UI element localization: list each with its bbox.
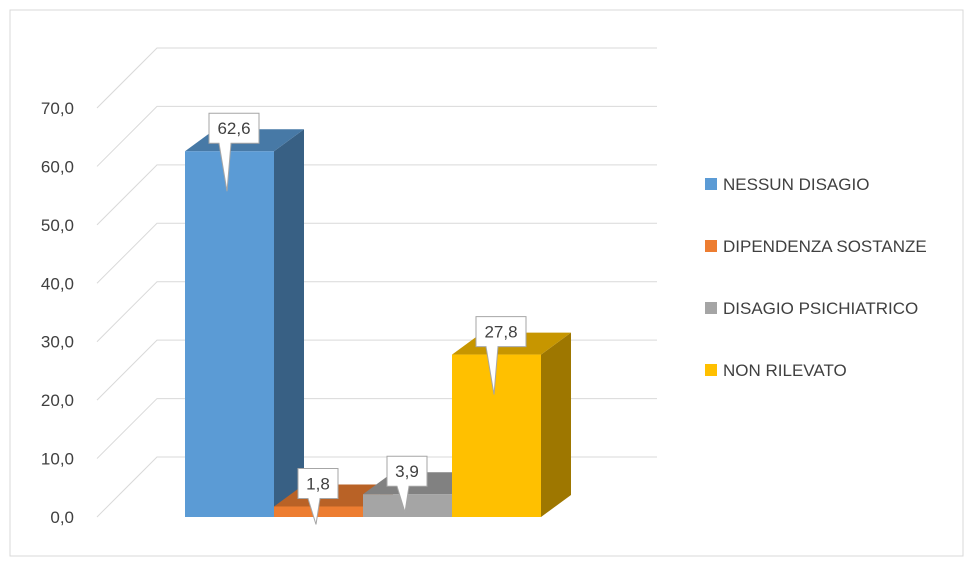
legend-entry: NESSUN DISAGIO	[705, 175, 869, 194]
data-label-callout	[386, 455, 428, 513]
y-tick-label: 0,0	[50, 508, 74, 527]
legend-swatch	[705, 364, 717, 376]
bar-side	[541, 332, 571, 517]
y-tick-label: 40,0	[41, 274, 74, 293]
y-tick-label: 60,0	[41, 157, 74, 176]
legend-entry: DISAGIO PSICHIATRICO	[705, 299, 918, 318]
y-tick-label: 30,0	[41, 333, 74, 352]
legend-swatch	[705, 302, 717, 314]
legend-entry: NON RILEVATO	[705, 361, 847, 380]
data-label-text: 27,8	[484, 323, 517, 342]
y-tick-label: 10,0	[41, 450, 74, 469]
gridline	[96, 164, 657, 226]
legend-label: DISAGIO PSICHIATRICO	[723, 299, 918, 318]
y-tick-label: 50,0	[41, 216, 74, 235]
legend: NESSUN DISAGIO DIPENDENZA SOSTANZE DISAGIO…	[705, 175, 927, 380]
y-tick-label: 20,0	[41, 391, 74, 410]
data-label-callout	[208, 112, 260, 192]
gridline	[96, 47, 657, 109]
data-label: 27,8	[475, 316, 527, 395]
y-tick-label: 70,0	[41, 99, 74, 118]
legend-label: NON RILEVATO	[723, 361, 847, 380]
gridline	[96, 281, 657, 343]
data-label: 3,9	[386, 455, 428, 513]
data-label-text: 1,8	[306, 474, 330, 493]
bar-front	[363, 494, 452, 517]
bars	[185, 129, 571, 518]
bar-side	[274, 129, 304, 518]
bar	[452, 332, 571, 517]
data-label: 62,6	[208, 112, 260, 192]
data-labels: 62,6 1,8 3,9 27,8	[208, 112, 527, 525]
legend-swatch	[705, 240, 717, 252]
bar	[185, 129, 304, 518]
legend-swatch	[705, 178, 717, 190]
bar-front	[274, 506, 363, 517]
legend-label: NESSUN DISAGIO	[723, 175, 869, 194]
legend-entry: DIPENDENZA SOSTANZE	[705, 237, 927, 256]
data-label-text: 3,9	[395, 462, 419, 481]
legend-label: DIPENDENZA SOSTANZE	[723, 237, 927, 256]
bar-front	[185, 151, 274, 518]
data-label-callout	[297, 467, 339, 525]
y-axis-tick-labels: 0,0 10,0 20,0 30,0 40,0 50,0 60,0 70,0	[41, 99, 74, 527]
gridline	[96, 222, 657, 284]
data-label-text: 62,6	[217, 119, 250, 138]
gridline	[96, 105, 657, 167]
data-label-callout	[475, 316, 527, 395]
bar-front	[452, 354, 541, 517]
data-label: 1,8	[297, 467, 339, 525]
